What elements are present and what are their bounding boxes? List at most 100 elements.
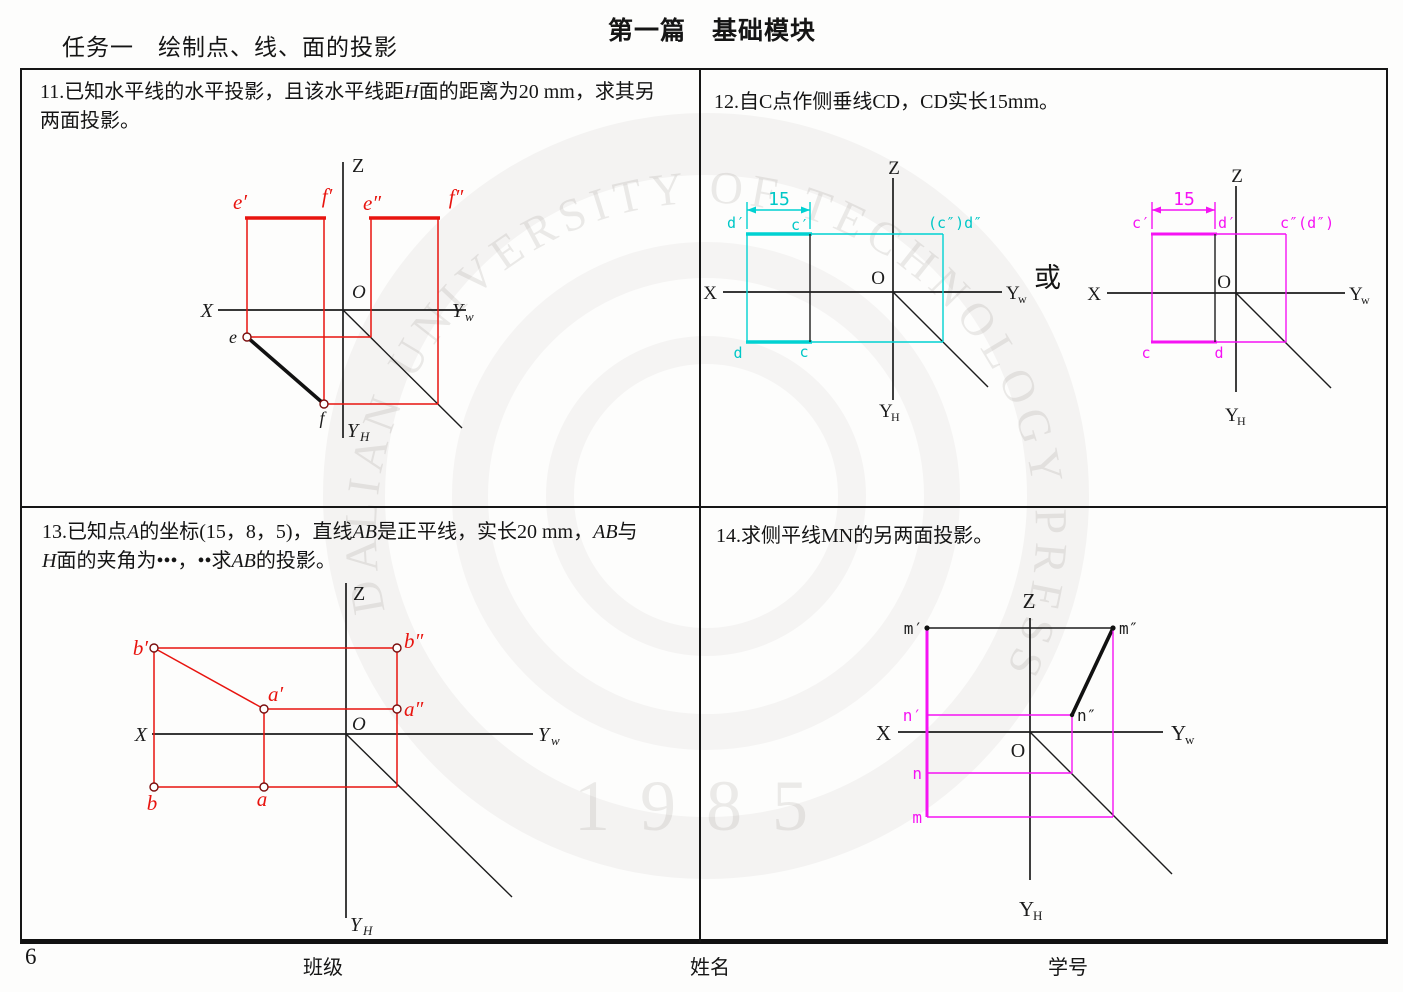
p11-label-x: X (200, 300, 214, 322)
p13-label-a: a (257, 787, 268, 811)
p12m-label-c: c (1141, 344, 1150, 362)
p13-label-a2: a″ (404, 697, 424, 721)
p13-line-b1-a1 (153, 647, 265, 710)
p14-label-n2: n″ (1077, 706, 1096, 725)
p11-label-e2: e″ (363, 191, 381, 215)
problem-14-text: 14.求侧平线MN的另两面投影。 (716, 525, 994, 547)
p11-label-f2: f″ (449, 185, 464, 209)
p11-label-yw: Y (452, 300, 465, 322)
p14-projection-n2m2 (1070, 627, 1115, 716)
p13-label-b2: b″ (404, 629, 424, 653)
p13-t10: 的投影。 (255, 550, 336, 572)
p11-point-f (319, 399, 329, 409)
p11-text-3: 两面投影。 (40, 110, 140, 132)
p11-label-e1: e′ (233, 190, 247, 214)
p12c-label-z: Z (888, 158, 900, 179)
p11-label-z: Z (352, 155, 364, 177)
p14-label-yh: Y (1019, 897, 1034, 921)
p11-diagram: Z O X Y w Y H e′ f′ e″ f″ e f (200, 155, 474, 444)
p11-label-e: e (229, 327, 237, 347)
p14-label-n1: n′ (903, 706, 922, 725)
p14-label-m1: m′ (904, 619, 923, 638)
p12-magenta-diagram: 15 Z O X Y w Y H c′ d′ c″(d″) c d (1087, 166, 1370, 428)
p12m-label-z: Z (1231, 166, 1243, 187)
p14-label-x: X (876, 721, 891, 745)
p11-label-yw-sub: w (465, 309, 474, 324)
p13-point-a1 (259, 704, 269, 714)
p13-italic-AB1: AB (352, 521, 377, 543)
p12c-label-o: O (871, 268, 885, 289)
p13-diagram: Z O X Y w Y H b′ b″ a′ a″ b a (133, 583, 560, 938)
or-text: 或 (1034, 263, 1061, 293)
p11-label-f: f (319, 408, 327, 428)
p12c-dim-arrow-right (801, 206, 810, 214)
p12m-dim-arrow-right (1206, 206, 1215, 214)
p13-t8: 面的夹角为•••，••求 (56, 550, 232, 572)
p13-point-b2 (392, 643, 402, 653)
p14-label-yh-sub: H (1033, 908, 1042, 923)
p13-label-yh-sub: H (362, 923, 373, 938)
p11-label-f1: f′ (322, 184, 333, 208)
p13-italic-H: H (42, 550, 57, 572)
p13-t2: 的坐标(15，8，5)，直线 (139, 521, 353, 543)
problem-12-text: 12.自C点作侧垂线CD，CD实长15mm。 (714, 91, 1060, 113)
p11-label-yh: Y (347, 420, 360, 442)
p11-label-yh-sub: H (359, 429, 370, 444)
p12m-label-d: d (1214, 344, 1223, 362)
p14-point-n2 (1069, 712, 1075, 718)
p12c-45deg-line (892, 291, 989, 388)
p13-t6: 与 (617, 521, 638, 543)
p14-label-z: Z (1023, 589, 1036, 613)
p12m-label-x: X (1087, 284, 1101, 305)
p14-label-m2: m″ (1119, 619, 1138, 638)
p13-label-o: O (352, 714, 366, 735)
problem-13-text: 13.已知点A的坐标(15，8，5)，直线AB是正平线，实长20 mm，AB与 H… (42, 518, 692, 576)
p12c-label-c1: c′ (791, 216, 809, 234)
student-id-label: 学号 (1048, 957, 1088, 979)
p13-45deg-line (345, 733, 513, 898)
p11-italic-H: H (404, 81, 419, 103)
p14-label-o: O (1011, 740, 1025, 762)
p11-point-e (242, 332, 252, 342)
p13-label-b: b (147, 791, 158, 815)
p11-45deg-line (342, 309, 463, 429)
p12c-label-d: d (733, 344, 742, 362)
p11-text-1: 11.已知水平线的水平投影，且该水平线距 (40, 81, 405, 103)
p13-t0: 13.已知点 (42, 521, 127, 543)
p12c-label-c: c (799, 343, 808, 361)
p11-text-2: 面的距离为20 mm，求其另 (418, 81, 655, 103)
page-number: 6 (25, 944, 37, 969)
p13-label-b1: b′ (133, 636, 149, 660)
p12m-label-c1: c′ (1132, 214, 1150, 232)
p14-45deg-line (1029, 731, 1173, 875)
p13-label-a1: a′ (268, 682, 284, 706)
p14-point-m1 (924, 625, 930, 631)
p14-label-m: m (912, 808, 922, 827)
p12c-label-yw-sub: w (1018, 292, 1027, 306)
p13-label-yw: Y (538, 724, 551, 746)
p12m-label-cd2: c″(d″) (1280, 214, 1334, 232)
p13-point-b1 (149, 643, 159, 653)
p13-label-x: X (134, 724, 148, 746)
p12c-dim-arrow-left (747, 206, 756, 214)
p13-label-z: Z (353, 583, 365, 605)
name-label: 姓名 (690, 957, 730, 979)
vertical-divider (699, 68, 701, 942)
p12-cyan-diagram: 15 Z O X Y w Y H d′ c′ (c″)d″ d c (703, 158, 1027, 424)
p13-point-b (149, 782, 159, 792)
p12m-label-o: O (1217, 272, 1231, 293)
problem-11-text: 11.已知水平线的水平投影，且该水平线距H面的距离为20 mm，求其另两面投影。 (40, 78, 688, 136)
p12c-label-cd2: (c″)d″ (928, 214, 982, 232)
p12m-45deg-line (1235, 292, 1332, 389)
p13-italic-A: A (127, 521, 140, 543)
p13-italic-AB3: AB (231, 550, 256, 572)
p13-label-yw-sub: w (551, 733, 560, 748)
p14-label-n: n (912, 764, 922, 783)
p14-point-m2 (1110, 625, 1116, 631)
p11-projection-ef (245, 335, 326, 406)
p12m-dim-arrow-left (1152, 206, 1161, 214)
page-title: 第一篇 基础模块 (608, 17, 817, 45)
p12m-label-d1: d′ (1218, 214, 1236, 232)
p12c-label-x: X (703, 283, 717, 304)
